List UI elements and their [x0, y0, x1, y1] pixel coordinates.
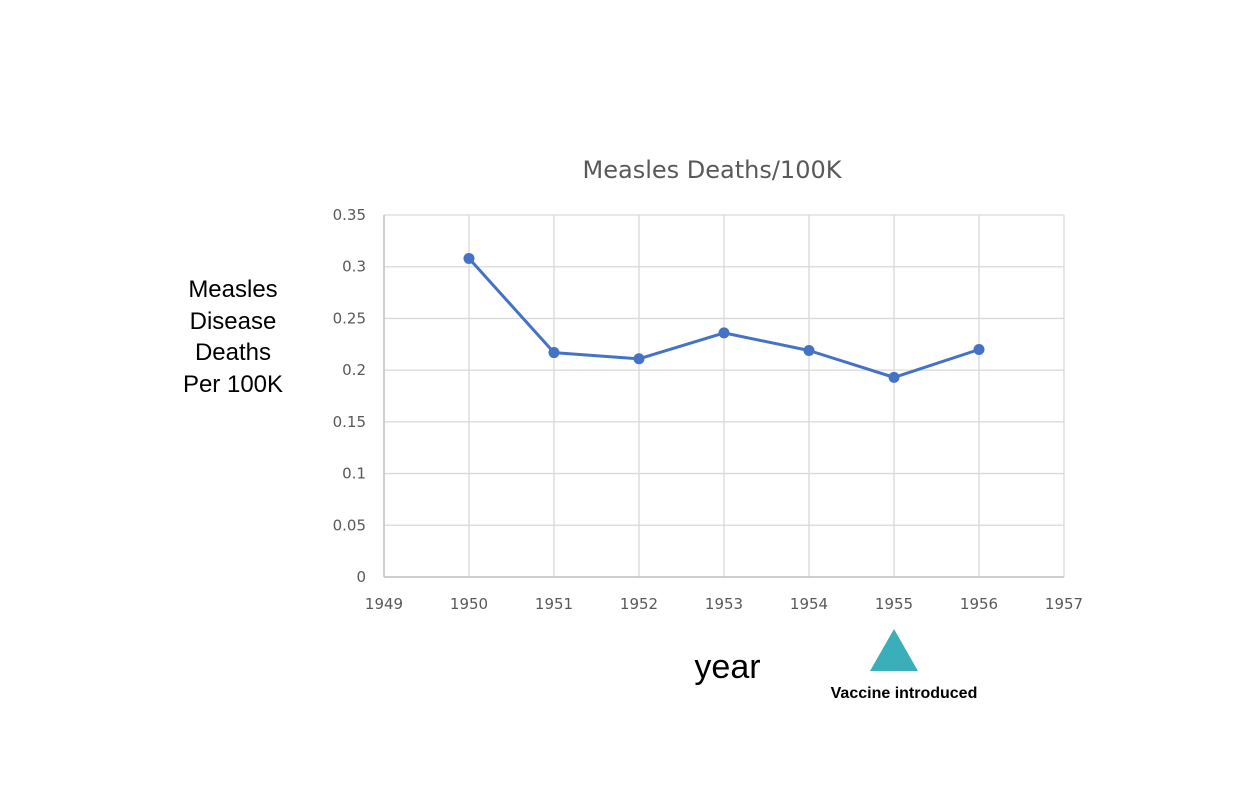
y-tick-label: 0.3: [342, 258, 366, 276]
y-tick-label: 0.25: [333, 309, 366, 327]
x-tick-label: 1952: [620, 595, 658, 613]
y-tick-label: 0.15: [333, 413, 366, 431]
x-tick-label: 1955: [875, 595, 913, 613]
data-point: [803, 344, 815, 356]
gridlines: [384, 214, 1065, 577]
y-axis-label-line-2: Disease: [189, 307, 277, 335]
x-tick-label: 1956: [960, 595, 998, 613]
x-tick-label: 1953: [705, 595, 743, 613]
x-tick-label: 1951: [535, 595, 573, 613]
data-point: [548, 347, 560, 359]
y-axis-label-line-3: Deaths: [194, 339, 272, 366]
vaccine-triangle-marker: [870, 629, 918, 671]
y-tick-label: 0.35: [333, 206, 366, 224]
x-tick-label: 1957: [1045, 595, 1083, 613]
data-point: [463, 252, 475, 264]
axes: [383, 215, 1064, 578]
y-axis-label-line-1: Measles: [188, 276, 278, 303]
y-tick-label: 0.2: [342, 361, 366, 379]
vaccine-annotation-label: Vaccine introduced: [830, 685, 978, 702]
x-tick-label: 1950: [450, 595, 488, 613]
x-tick-label: 1954: [790, 595, 828, 613]
tick-labels: 0 0.05 0.1 0.15 0.2 0.25 0.3 0.35 1949 1950 1951 19…: [333, 206, 1084, 613]
x-axis-label: year: [694, 648, 761, 686]
data-point: [718, 327, 730, 339]
vaccine-annotation: [870, 629, 918, 671]
y-axis-label-line-4: Per 100K: [182, 370, 284, 398]
data-point: [888, 371, 900, 383]
data-point: [633, 353, 645, 365]
y-tick-label: 0.05: [333, 516, 366, 534]
data-series: [463, 252, 985, 383]
x-tick-label: 1949: [365, 595, 403, 613]
y-tick-label: 0: [356, 568, 366, 586]
chart-title: Measles Deaths/100K: [583, 156, 843, 184]
data-point: [973, 343, 985, 355]
y-tick-label: 0.1: [342, 465, 366, 483]
